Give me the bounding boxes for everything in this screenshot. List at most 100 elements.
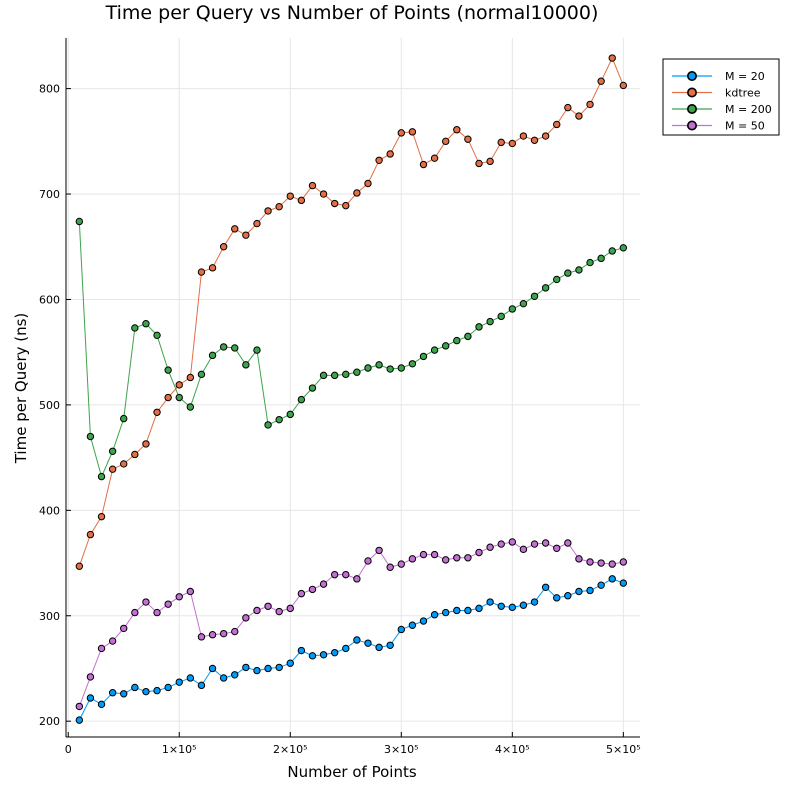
data-point-m-20 <box>608 575 616 583</box>
data-point-kdtree <box>619 81 628 90</box>
data-point-kdtree <box>319 190 328 198</box>
data-point-kdtree <box>219 243 228 251</box>
data-point-m-20 <box>131 683 139 692</box>
data-point-kdtree <box>508 139 517 148</box>
legend-label: M = 20 <box>725 70 765 83</box>
data-point-m-50 <box>208 631 217 639</box>
data-point-kdtree <box>208 264 217 272</box>
data-point-m-20 <box>108 689 117 697</box>
data-point-m-20 <box>286 659 294 667</box>
data-point-m-20 <box>330 648 339 657</box>
x-axis-label: Number of Points <box>287 763 416 781</box>
data-point-kdtree <box>264 207 272 215</box>
data-point-kdtree <box>330 199 339 208</box>
data-point-m-200 <box>619 244 628 252</box>
data-point-m-200 <box>253 346 261 354</box>
data-point-m-200 <box>475 323 483 331</box>
data-point-m-20 <box>297 646 306 655</box>
data-point-m-200 <box>497 312 505 321</box>
data-point-kdtree <box>597 77 605 85</box>
data-point-kdtree <box>97 512 106 521</box>
data-point-kdtree <box>608 54 616 62</box>
data-point-m-50 <box>464 554 472 562</box>
data-point-kdtree <box>231 225 239 233</box>
data-point-m-20 <box>186 674 195 682</box>
data-point-kdtree <box>364 179 372 188</box>
data-point-m-50 <box>219 629 228 638</box>
data-point-kdtree <box>153 408 161 416</box>
y-axis-label: Time per Query (ns) <box>12 313 30 465</box>
y-tick-label: 400 <box>39 504 60 517</box>
data-point-m-20 <box>386 641 394 649</box>
data-point-m-20 <box>575 587 583 596</box>
data-point-m-50 <box>186 587 195 596</box>
data-point-kdtree <box>342 201 350 210</box>
data-point-kdtree <box>75 562 84 570</box>
data-point-kdtree <box>397 129 405 137</box>
data-point-m-20 <box>442 608 450 617</box>
data-point-m-20 <box>564 592 572 600</box>
data-point-m-20 <box>142 687 150 696</box>
data-point-m-20 <box>264 664 272 673</box>
data-point-m-50 <box>442 556 450 564</box>
data-point-m-50 <box>397 560 405 568</box>
data-point-m-200 <box>575 266 583 274</box>
plot-series <box>75 54 628 724</box>
data-point-m-200 <box>330 371 339 380</box>
data-point-m-200 <box>308 384 317 392</box>
data-point-m-50 <box>97 644 106 653</box>
data-point-kdtree <box>275 202 283 211</box>
data-point-m-20 <box>397 625 405 634</box>
series-kdtree <box>75 54 628 570</box>
data-point-m-200 <box>153 331 161 340</box>
data-point-m-50 <box>264 602 272 610</box>
data-point-m-50 <box>486 543 494 551</box>
legend-marker <box>686 71 697 82</box>
data-point-m-200 <box>120 414 128 423</box>
data-point-m-20 <box>242 663 250 672</box>
data-point-m-200 <box>364 364 372 372</box>
data-point-m-20 <box>175 678 183 686</box>
data-point-m-200 <box>319 371 328 380</box>
legend-item-m-20: M = 20 <box>672 70 765 83</box>
data-point-kdtree <box>297 196 306 205</box>
data-point-m-200 <box>486 317 494 326</box>
data-point-m-200 <box>397 364 405 372</box>
y-tick-label: 200 <box>39 715 60 728</box>
data-point-m-20 <box>219 674 228 682</box>
x-tick-label: 1×10⁵ <box>162 743 197 756</box>
data-point-kdtree <box>142 440 150 448</box>
data-point-m-20 <box>541 583 550 591</box>
data-point-m-50 <box>586 558 594 566</box>
data-point-kdtree <box>175 381 183 389</box>
data-point-m-20 <box>120 690 128 698</box>
data-point-m-20 <box>319 651 328 659</box>
data-point-m-20 <box>586 586 594 595</box>
data-point-m-20 <box>464 606 472 615</box>
data-point-m-200 <box>97 472 106 481</box>
data-point-m-200 <box>275 415 283 424</box>
series-m-20 <box>75 575 628 724</box>
data-point-m-200 <box>342 370 350 379</box>
legend-label: kdtree <box>725 87 761 100</box>
data-point-m-20 <box>97 700 106 709</box>
data-point-kdtree <box>575 112 583 120</box>
data-point-m-50 <box>608 560 616 568</box>
data-point-m-50 <box>108 637 117 645</box>
series-line-m-20 <box>78 578 624 721</box>
data-point-m-200 <box>242 361 250 369</box>
data-point-kdtree <box>353 189 361 197</box>
data-point-m-200 <box>297 395 306 404</box>
data-point-m-50 <box>297 589 306 598</box>
data-point-m-20 <box>353 636 361 644</box>
data-point-m-50 <box>541 539 550 547</box>
data-point-kdtree <box>519 132 528 140</box>
data-point-m-20 <box>530 598 539 606</box>
data-point-m-50 <box>142 598 150 606</box>
data-point-m-50 <box>242 614 250 622</box>
data-point-kdtree <box>541 132 550 140</box>
data-point-m-200 <box>597 254 605 263</box>
data-point-m-200 <box>541 284 550 292</box>
data-point-m-50 <box>330 570 339 579</box>
data-point-m-50 <box>453 554 461 562</box>
